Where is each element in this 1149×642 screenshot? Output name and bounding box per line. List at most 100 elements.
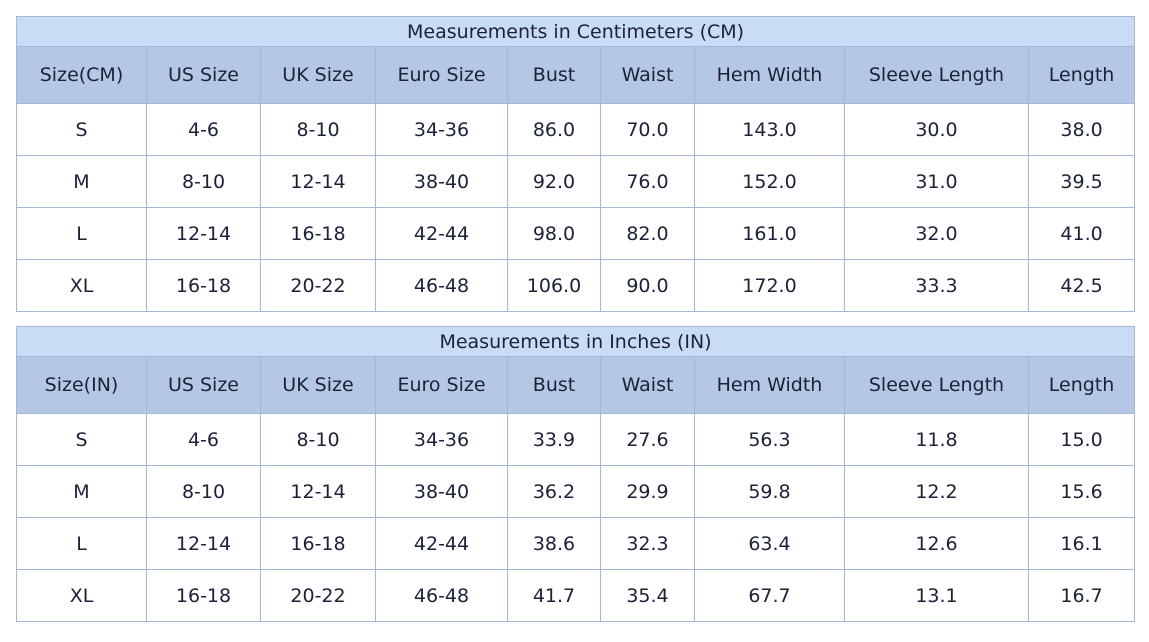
table-cell: M <box>16 155 147 208</box>
table-row: XL 16-18 20-22 46-48 41.7 35.4 67.7 13.1 16.7 <box>16 569 1136 622</box>
table-cell: 39.5 <box>1027 155 1136 208</box>
table-cell: 86.0 <box>507 103 601 156</box>
table-cell: 16.7 <box>1027 569 1136 622</box>
column-header: Hem Width <box>694 356 845 414</box>
table-cell: 8-10 <box>260 413 376 466</box>
header-row: Size(CM) US Size UK Size Euro Size Bust Waist… <box>16 46 1136 104</box>
table-cell: 41.0 <box>1027 207 1136 260</box>
table-cell: 41.7 <box>507 569 601 622</box>
table-cell: 161.0 <box>694 207 845 260</box>
table-cell: 34-36 <box>375 103 508 156</box>
table-cell: 8-10 <box>260 103 376 156</box>
column-header: US Size <box>146 356 261 414</box>
table-cell: 12-14 <box>260 465 376 518</box>
table-row: S 4-6 8-10 34-36 86.0 70.0 143.0 30.0 38.0 <box>16 103 1136 156</box>
column-header: Bust <box>507 46 601 104</box>
table-cell: 56.3 <box>694 413 845 466</box>
table-row: L 12-14 16-18 42-44 98.0 82.0 161.0 32.0 41.0 <box>16 207 1136 260</box>
column-header: Euro Size <box>375 356 508 414</box>
table-cell: 16.1 <box>1027 517 1136 570</box>
column-header: Sleeve Length <box>844 356 1029 414</box>
table-cell: 8-10 <box>146 465 261 518</box>
column-header: Size(CM) <box>16 46 147 104</box>
table-cell: 42-44 <box>375 207 508 260</box>
table-cell: 16-18 <box>260 207 376 260</box>
column-header: Euro Size <box>375 46 508 104</box>
column-header: UK Size <box>260 46 376 104</box>
table-cell: XL <box>16 569 147 622</box>
table-cell: 76.0 <box>600 155 695 208</box>
table-cell: 46-48 <box>375 259 508 312</box>
table-cell: 32.0 <box>844 207 1029 260</box>
table-cell: 11.8 <box>844 413 1029 466</box>
cm-measurements-table: Measurements in Centimeters (CM) Size(CM)… <box>15 16 1136 312</box>
column-header: Waist <box>600 46 695 104</box>
table-cell: L <box>16 207 147 260</box>
table-cell: 90.0 <box>600 259 695 312</box>
table-cell: 143.0 <box>694 103 845 156</box>
table-cell: 152.0 <box>694 155 845 208</box>
table-cell: 92.0 <box>507 155 601 208</box>
table-cell: 59.8 <box>694 465 845 518</box>
table-cell: 32.3 <box>600 517 695 570</box>
table-cell: 16-18 <box>260 517 376 570</box>
table-cell: 42.5 <box>1027 259 1136 312</box>
table-cell: 38-40 <box>375 465 508 518</box>
table-cell: 36.2 <box>507 465 601 518</box>
column-header: Waist <box>600 356 695 414</box>
table-cell: 38.0 <box>1027 103 1136 156</box>
table-cell: 16-18 <box>146 259 261 312</box>
column-header: Sleeve Length <box>844 46 1029 104</box>
table-cell: 8-10 <box>146 155 261 208</box>
header-row: Size(IN) US Size UK Size Euro Size Bust Waist… <box>16 356 1136 414</box>
column-header: UK Size <box>260 356 376 414</box>
table-cell: 13.1 <box>844 569 1029 622</box>
table-cell: 20-22 <box>260 259 376 312</box>
table-row: XL 16-18 20-22 46-48 106.0 90.0 172.0 33.3 42.5 <box>16 259 1136 312</box>
table-cell: 15.6 <box>1027 465 1136 518</box>
table-cell: S <box>16 413 147 466</box>
table-cell: 31.0 <box>844 155 1029 208</box>
table-cell: 29.9 <box>600 465 695 518</box>
table-cell: 27.6 <box>600 413 695 466</box>
table-cell: 35.4 <box>600 569 695 622</box>
table-cell: 33.9 <box>507 413 601 466</box>
column-header: US Size <box>146 46 261 104</box>
column-header: Length <box>1027 356 1136 414</box>
table-cell: 16-18 <box>146 569 261 622</box>
table-cell: XL <box>16 259 147 312</box>
table-cell: 38-40 <box>375 155 508 208</box>
column-header: Hem Width <box>694 46 845 104</box>
table-cell: 46-48 <box>375 569 508 622</box>
table-cell: M <box>16 465 147 518</box>
table-cell: S <box>16 103 147 156</box>
table-cell: 172.0 <box>694 259 845 312</box>
table-cell: 4-6 <box>146 413 261 466</box>
table-cell: 82.0 <box>600 207 695 260</box>
table-cell: 98.0 <box>507 207 601 260</box>
table-row: M 8-10 12-14 38-40 92.0 76.0 152.0 31.0 39.5 <box>16 155 1136 208</box>
table-cell: 30.0 <box>844 103 1029 156</box>
table-cell: 12.6 <box>844 517 1029 570</box>
table-cell: 12-14 <box>146 517 261 570</box>
table-title: Measurements in Centimeters (CM) <box>15 16 1136 47</box>
table-title: Measurements in Inches (IN) <box>15 326 1136 357</box>
column-header: Size(IN) <box>16 356 147 414</box>
table-cell: L <box>16 517 147 570</box>
inch-measurements-table: Measurements in Inches (IN) Size(IN) US Si… <box>15 326 1136 622</box>
table-cell: 67.7 <box>694 569 845 622</box>
table-cell: 12-14 <box>260 155 376 208</box>
table-cell: 33.3 <box>844 259 1029 312</box>
column-header: Length <box>1027 46 1136 104</box>
table-cell: 12-14 <box>146 207 261 260</box>
table-row: M 8-10 12-14 38-40 36.2 29.9 59.8 12.2 15.6 <box>16 465 1136 518</box>
table-cell: 4-6 <box>146 103 261 156</box>
table-cell: 42-44 <box>375 517 508 570</box>
table-cell: 12.2 <box>844 465 1029 518</box>
table-cell: 20-22 <box>260 569 376 622</box>
table-cell: 38.6 <box>507 517 601 570</box>
table-row: S 4-6 8-10 34-36 33.9 27.6 56.3 11.8 15.0 <box>16 413 1136 466</box>
table-cell: 70.0 <box>600 103 695 156</box>
table-row: L 12-14 16-18 42-44 38.6 32.3 63.4 12.6 16.1 <box>16 517 1136 570</box>
table-cell: 34-36 <box>375 413 508 466</box>
